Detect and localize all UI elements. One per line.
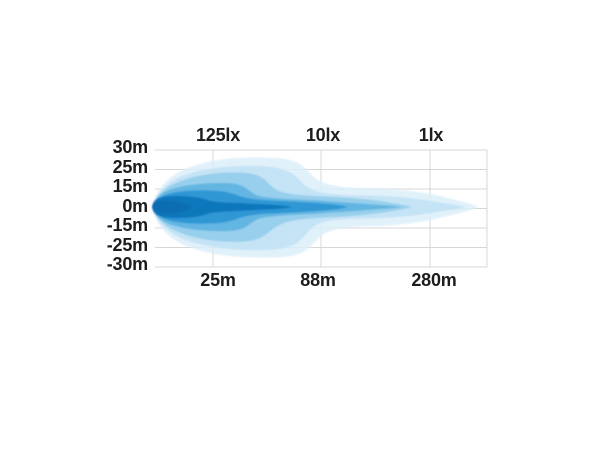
top-axis-tick-10lx: 10lx (305, 125, 341, 145)
y-axis-tick--15m: -15m (106, 215, 148, 235)
beam-contours (152, 157, 478, 258)
beam-layer-hotspot-core (152, 200, 191, 214)
y-axis-tick--30m: -30m (106, 254, 148, 274)
y-axis-tick-30m: 30m (112, 137, 149, 157)
bottom-axis-tick-88m: 88m (300, 270, 336, 290)
y-axis-tick-25m: 25m (112, 156, 149, 177)
bottom-axis-tick-280m: 280m (411, 270, 457, 290)
y-axis-tick-0m: 0m (122, 195, 148, 216)
bottom-axis-tick-25m: 25m (200, 270, 236, 290)
y-axis-tick--25m: -25m (106, 234, 148, 255)
y-axis-tick-15m: 15m (112, 176, 149, 196)
top-axis-tick-125lx: 125lx (195, 125, 241, 145)
top-axis-tick-1lx: 1lx (418, 125, 444, 145)
beam-layer-level-125lx (152, 195, 292, 219)
